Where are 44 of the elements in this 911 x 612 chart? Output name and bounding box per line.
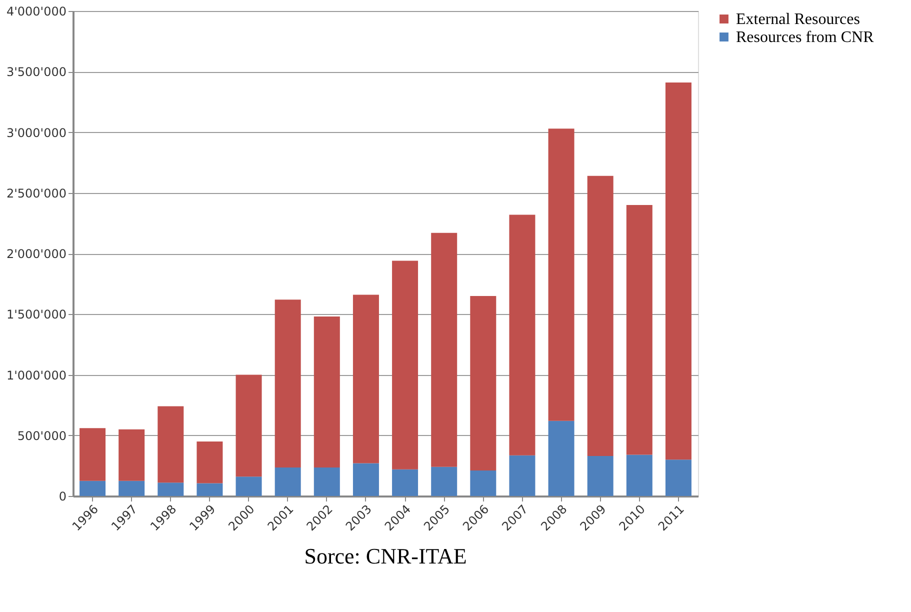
bar <box>196 441 223 484</box>
bar <box>314 468 340 496</box>
bar <box>587 176 614 456</box>
y-tick-label: 2'500'000 <box>6 186 66 200</box>
bar <box>431 466 458 496</box>
bar <box>626 454 652 496</box>
bar <box>158 406 184 483</box>
bar <box>548 128 574 421</box>
bar <box>509 455 536 496</box>
bar <box>274 468 301 496</box>
bar <box>236 476 262 496</box>
bar <box>587 456 614 496</box>
bar <box>392 260 418 470</box>
y-tick-label: 2'000'000 <box>6 247 66 261</box>
y-tick-label: 4'000'000 <box>6 4 66 18</box>
bar <box>274 300 301 468</box>
bar <box>470 296 496 471</box>
bar <box>470 470 496 496</box>
bar <box>80 480 106 496</box>
bar <box>314 316 340 468</box>
y-tick-label: 500'000 <box>17 428 66 443</box>
y-tick-label: 3'500'000 <box>6 65 66 80</box>
bar <box>665 82 692 460</box>
bar <box>118 480 145 496</box>
bar <box>626 205 652 455</box>
bar <box>196 483 223 496</box>
bar <box>158 482 184 496</box>
bar <box>665 460 692 496</box>
y-tick-label: 3'000'000 <box>6 126 66 140</box>
bar <box>509 214 536 456</box>
bar <box>548 420 574 496</box>
bar <box>236 374 262 477</box>
y-tick-label: 1'500'000 <box>6 308 66 322</box>
legend-label: External Resources <box>736 11 860 28</box>
y-tick-label: 1'000'000 <box>6 368 66 382</box>
text: Sorce: CNR-ITAE <box>304 543 467 568</box>
bar <box>431 232 458 467</box>
bar <box>352 294 379 464</box>
bar <box>80 428 106 481</box>
bar <box>392 469 418 496</box>
legend-label: Resources from CNR <box>736 29 874 46</box>
y-tick-label: 0 <box>58 490 66 504</box>
bar <box>118 429 145 481</box>
bar <box>352 463 379 496</box>
